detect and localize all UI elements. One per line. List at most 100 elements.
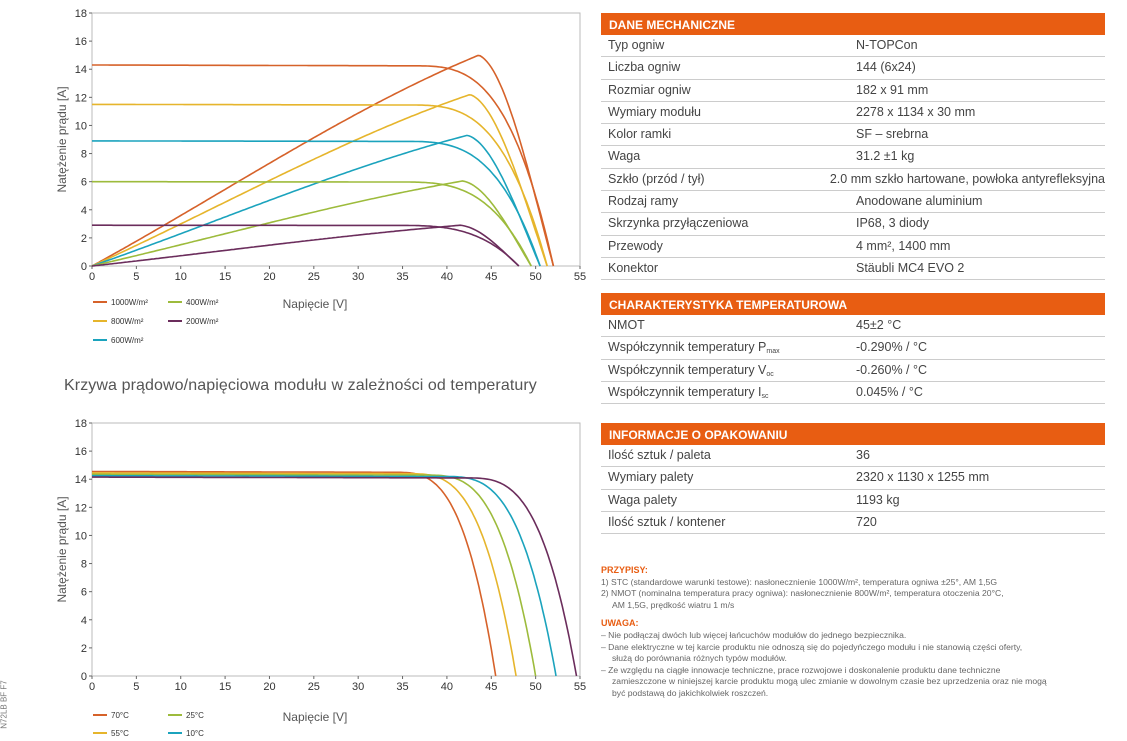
- mech-row: Kolor ramki SF – srebrna: [601, 124, 1105, 147]
- x-tick-label: 40: [441, 271, 453, 283]
- x-tick-label: 5: [133, 271, 139, 283]
- pack-value: 720: [856, 514, 877, 529]
- mech-row: Szkło (przód / tył) 2.0 mm szkło hartowan…: [601, 169, 1105, 192]
- x-tick-label: 10: [175, 271, 187, 283]
- temp-value: -0.260% / °C: [856, 362, 928, 377]
- mech-row: Skrzynka przyłączeniowa IP68, 3 diody: [601, 213, 1105, 236]
- packaging-info-table: INFORMACJE O OPAKOWANIU Ilość sztuk / pa…: [601, 423, 1105, 535]
- mech-label: Konektor: [608, 260, 659, 275]
- power-curve: [91, 54, 555, 267]
- mech-row: Przewody 4 mm², 1400 mm: [601, 236, 1105, 258]
- mech-row: Waga 31.2 ±1 kg: [601, 146, 1105, 169]
- legend-label: 400W/m²: [186, 298, 219, 307]
- warning-3-cont2: być podstawą do jakichkolwiek roszczeń.: [612, 687, 769, 698]
- pack-value: 1193 kg: [856, 492, 900, 507]
- temp-row: Współczynnik temperatury Voc -0.260% / °C: [601, 360, 1105, 382]
- power-curve: [91, 180, 532, 267]
- legend-label: 600W/m²: [111, 336, 144, 345]
- note-1: 1) STC (standardowe warunki testowe): na…: [601, 576, 998, 587]
- temp-row: Współczynnik temperatury Pmax -0.290% / °…: [601, 337, 1105, 360]
- y-tick-label: 10: [75, 530, 87, 542]
- irradiance-chart: 0 2 4 6 8 10 12 14 16 18 0 5 10 15 20 25 30 35 40 45 50 55 Nat…: [0, 0, 600, 360]
- mech-value: IP68, 3 diody: [856, 216, 929, 231]
- temperature-characteristics-header: CHARAKTERYSTYKA TEMPERATUROWA: [601, 293, 1105, 315]
- legend-label: 55°C: [111, 729, 129, 738]
- x-tick-label: 45: [485, 271, 497, 283]
- y-tick-label: 6: [81, 177, 87, 189]
- y-tick-label: 10: [75, 120, 87, 132]
- y-tick-label: 12: [75, 502, 87, 514]
- notes-heading: PRZYPISY:: [601, 565, 648, 575]
- pack-label: Waga palety: [608, 492, 678, 507]
- mech-label: Rozmiar ogniw: [608, 82, 691, 97]
- x-tick-label: 45: [485, 681, 497, 693]
- document-code: N72LB BF F7: [0, 680, 9, 729]
- x-tick-label: 40: [441, 681, 453, 693]
- power-curve: [91, 93, 548, 267]
- note-2-cont: AM 1,5G, prędkość wiatru 1 m/s: [612, 599, 735, 610]
- y-tick-label: 8: [81, 559, 87, 571]
- x-tick-label: 30: [352, 271, 364, 283]
- mech-row: Konektor Stäubli MC4 EVO 2: [601, 258, 1105, 281]
- x-tick-label: 0: [89, 271, 95, 283]
- plot-area: [91, 12, 581, 267]
- pack-label: Ilość sztuk / kontener: [608, 514, 726, 529]
- pack-row: Waga palety 1193 kg: [601, 490, 1105, 512]
- iv-curve: [92, 476, 578, 677]
- x-tick-label: 35: [396, 271, 408, 283]
- mech-value: Anodowane aluminium: [856, 194, 983, 209]
- legend-label: 1000W/m²: [111, 298, 148, 307]
- y-tick-label: 14: [75, 474, 87, 486]
- x-tick-label: 55: [574, 271, 586, 283]
- pack-label: Wymiary palety: [608, 470, 694, 485]
- x-tick-label: 50: [530, 681, 542, 693]
- mech-label: Skrzynka przyłączeniowa: [608, 216, 749, 231]
- y-tick-label: 0: [81, 261, 87, 273]
- power-curve: [91, 134, 541, 267]
- x-tick-label: 20: [263, 681, 275, 693]
- mech-value: Stäubli MC4 EVO 2: [856, 260, 965, 275]
- temp-label: Współczynnik temperatury Voc: [608, 362, 774, 378]
- temperature-chart-title: Krzywa prądowo/napięciowa modułu w zależ…: [64, 377, 537, 394]
- mech-value: N-TOPCon: [856, 38, 918, 52]
- iv-curve: [92, 224, 520, 267]
- mech-label: Rodzaj ramy: [608, 194, 679, 209]
- mech-row: Rozmiar ogniw 182 x 91 mm: [601, 80, 1105, 102]
- mech-row: Wymiary modułu 2278 x 1134 x 30 mm: [601, 102, 1105, 125]
- mech-value: 2278 x 1134 x 30 mm: [856, 104, 976, 119]
- mech-value: 31.2 ±1 kg: [856, 149, 915, 164]
- warning-3: – Ze względu na ciągłe innowacje technic…: [601, 664, 1001, 675]
- temp-label: Współczynnik temperatury Pmax: [608, 340, 780, 356]
- warning-3-cont: zamieszczone w niniejszej karcie produkt…: [612, 676, 1047, 687]
- y-tick-label: 2: [81, 643, 87, 655]
- mechanical-data-header: DANE MECHANICZNE: [601, 13, 1105, 35]
- iv-curve: [92, 470, 497, 677]
- temp-label: NMOT: [608, 318, 645, 332]
- pack-row: Ilość sztuk / paleta 36: [601, 445, 1105, 468]
- iv-curve: [92, 64, 555, 267]
- legend-label: 10°C: [186, 729, 204, 738]
- x-tick-label: 30: [352, 681, 364, 693]
- x-tick-label: 50: [530, 271, 542, 283]
- mech-label: Typ ogniw: [608, 38, 665, 52]
- y-tick-label: 4: [81, 615, 87, 627]
- temperature-chart: 0 2 4 6 8 10 12 14 16 18 0 5 10 15 20 25 30 35 40 45 50 55 Nat…: [0, 405, 600, 741]
- legend-label: 70°C: [111, 711, 129, 720]
- mech-row: Rodzaj ramy Anodowane aluminium: [601, 191, 1105, 214]
- x-axis-label: Napięcie [V]: [283, 710, 348, 724]
- footnotes: PRZYPISY: 1) STC (standardowe warunki te…: [601, 565, 1101, 700]
- pack-value: 2320 x 1130 x 1255 mm: [856, 470, 990, 485]
- pack-label: Ilość sztuk / paleta: [608, 448, 711, 462]
- mech-label: Przewody: [608, 238, 663, 253]
- y-tick-label: 16: [75, 36, 87, 48]
- mech-label: Wymiary modułu: [608, 104, 701, 119]
- note-2: 2) NMOT (nominalna temperatura pracy ogn…: [601, 588, 1004, 599]
- legend-label: 25°C: [186, 711, 204, 720]
- y-axis-label: Natężenie prądu [A]: [55, 86, 69, 192]
- x-tick-label: 0: [89, 681, 95, 693]
- x-tick-label: 25: [308, 271, 320, 283]
- packaging-info-header: INFORMACJE O OPAKOWANIU: [601, 423, 1105, 445]
- y-tick-label: 18: [75, 8, 87, 20]
- mech-label: Kolor ramki: [608, 127, 672, 142]
- irradiance-chart-svg: 0 2 4 6 8 10 12 14 16 18 0 5 10 15 20 25 30 35 40 45 50 55 Nat…: [55, 8, 586, 345]
